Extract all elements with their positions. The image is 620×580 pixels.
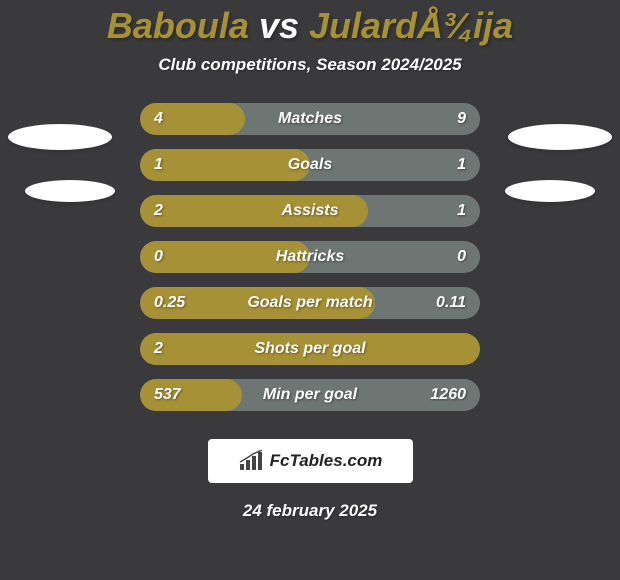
brand-text: FcTables.com <box>270 451 383 471</box>
decor-ellipse <box>25 180 115 202</box>
player-a-name: Baboula <box>107 5 249 46</box>
stat-row: 4 Matches 9 <box>140 103 480 135</box>
page-title: Baboula vs JulardÅ¾ija <box>0 5 620 47</box>
stat-value-left: 2 <box>154 202 163 220</box>
stat-row: 0.25 Goals per match 0.11 <box>140 287 480 319</box>
stat-value-left: 1 <box>154 156 163 174</box>
stat-value-left: 0 <box>154 248 163 266</box>
stat-value-left: 537 <box>154 386 181 404</box>
stat-row: 2 Assists 1 <box>140 195 480 227</box>
stat-label: Shots per goal <box>254 340 365 358</box>
stats-list: 4 Matches 9 1 Goals 1 2 Assists 1 0 Hattricks 0 0.25… <box>140 103 480 411</box>
comparison-infographic: Baboula vs JulardÅ¾ija Club competitions… <box>0 0 620 580</box>
stat-label: Goals <box>288 156 332 174</box>
stat-label: Min per goal <box>263 386 357 404</box>
stat-row: 2 Shots per goal <box>140 333 480 365</box>
stat-label: Goals per match <box>247 294 372 312</box>
stat-value-right: 1260 <box>430 386 466 404</box>
stat-value-left: 0.25 <box>154 294 185 312</box>
stat-value-right: 1 <box>457 202 466 220</box>
stat-value-right: 1 <box>457 156 466 174</box>
stat-value-right: 9 <box>457 110 466 128</box>
stat-row: 537 Min per goal 1260 <box>140 379 480 411</box>
brand-box: FcTables.com <box>208 439 413 483</box>
stat-value-right: 0.11 <box>436 294 466 312</box>
stat-row: 1 Goals 1 <box>140 149 480 181</box>
stat-value-right: 0 <box>457 248 466 266</box>
date-text: 24 february 2025 <box>0 501 620 521</box>
decor-ellipse <box>8 124 112 150</box>
stat-label: Hattricks <box>276 248 344 266</box>
stat-value-left: 4 <box>154 110 163 128</box>
stat-label: Matches <box>278 110 342 128</box>
stat-row: 0 Hattricks 0 <box>140 241 480 273</box>
stat-value-left: 2 <box>154 340 163 358</box>
stat-label: Assists <box>282 202 339 220</box>
chart-icon <box>238 450 266 472</box>
stat-fill <box>140 149 310 181</box>
player-b-name: JulardÅ¾ija <box>309 5 513 46</box>
vs-separator: vs <box>259 5 299 46</box>
subtitle: Club competitions, Season 2024/2025 <box>0 55 620 75</box>
decor-ellipse <box>508 124 612 150</box>
decor-ellipse <box>505 180 595 202</box>
